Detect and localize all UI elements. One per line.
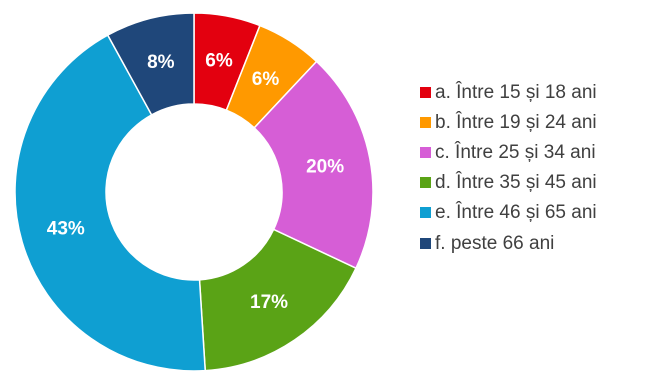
slice-label-d-intre-35-si-45-ani: 17% xyxy=(250,292,288,313)
donut-slices xyxy=(14,12,374,372)
legend-swatch xyxy=(420,116,431,128)
slice-label-b-intre-19-si-24-ani: 6% xyxy=(252,69,280,90)
legend-item-a-intre-15-si-18-ani: a. Între 15 și 18 ani xyxy=(420,77,597,107)
donut-slice-labels: 6% 6% 20% 17% 43% 8% xyxy=(47,50,344,313)
legend-item-c-intre-25-si-34-ani: c. Între 25 și 34 ani xyxy=(420,137,597,167)
slice-label-e-intre-46-si-65-ani: 43% xyxy=(47,219,85,240)
legend-label: e. Între 46 și 65 ani xyxy=(435,202,597,224)
legend-label: f. peste 66 ani xyxy=(435,232,555,254)
legend-label: c. Între 25 și 34 ani xyxy=(435,141,596,163)
legend-swatch xyxy=(420,207,431,219)
slice-e-intre-46-si-65-ani xyxy=(14,34,207,372)
legend-swatch xyxy=(420,237,431,249)
legend-swatch xyxy=(420,146,431,158)
slice-label-f-peste-66-ani: 8% xyxy=(147,52,175,73)
legend-swatch xyxy=(420,177,431,189)
slice-d-intre-35-si-45-ani xyxy=(198,228,357,372)
slice-label-a-intre-15-si-18-ani: 6% xyxy=(205,50,233,71)
legend-item-b-intre-19-si-24-ani: b. Între 19 și 24 ani xyxy=(420,107,597,137)
legend-label: d. Între 35 și 45 ani xyxy=(435,172,597,194)
legend-label: b. Între 19 și 24 ani xyxy=(435,111,597,133)
chart-legend: a. Între 15 și 18 ani b. Între 19 și 24 a… xyxy=(420,77,597,258)
slice-c-intre-25-si-34-ani xyxy=(253,60,374,270)
legend-swatch xyxy=(420,86,431,98)
legend-item-f-peste-66-ani: f. peste 66 ani xyxy=(420,228,597,258)
slice-f-peste-66-ani xyxy=(106,12,195,116)
legend-item-d-intre-35-si-45-ani: d. Între 35 și 45 ani xyxy=(420,168,597,198)
legend-label: a. Între 15 și 18 ani xyxy=(435,81,597,103)
slice-label-c-intre-25-si-34-ani: 20% xyxy=(306,156,344,177)
legend-item-e-intre-46-si-65-ani: e. Între 46 și 65 ani xyxy=(420,198,597,228)
